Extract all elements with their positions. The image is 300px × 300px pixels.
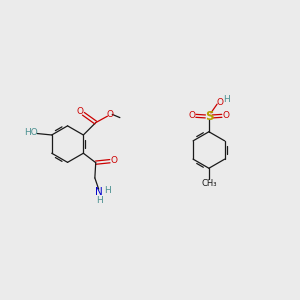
Text: H: H (97, 196, 103, 205)
Text: CH₃: CH₃ (201, 179, 217, 188)
Text: O: O (217, 98, 224, 107)
Text: O: O (188, 111, 195, 120)
Text: O: O (223, 111, 230, 120)
Text: N: N (95, 187, 103, 197)
Text: O: O (107, 110, 114, 118)
Text: H: H (104, 186, 111, 195)
Text: S: S (205, 110, 213, 123)
Text: O: O (76, 107, 83, 116)
Text: HO: HO (24, 128, 38, 137)
Text: H: H (223, 95, 230, 104)
Text: O: O (110, 156, 117, 165)
